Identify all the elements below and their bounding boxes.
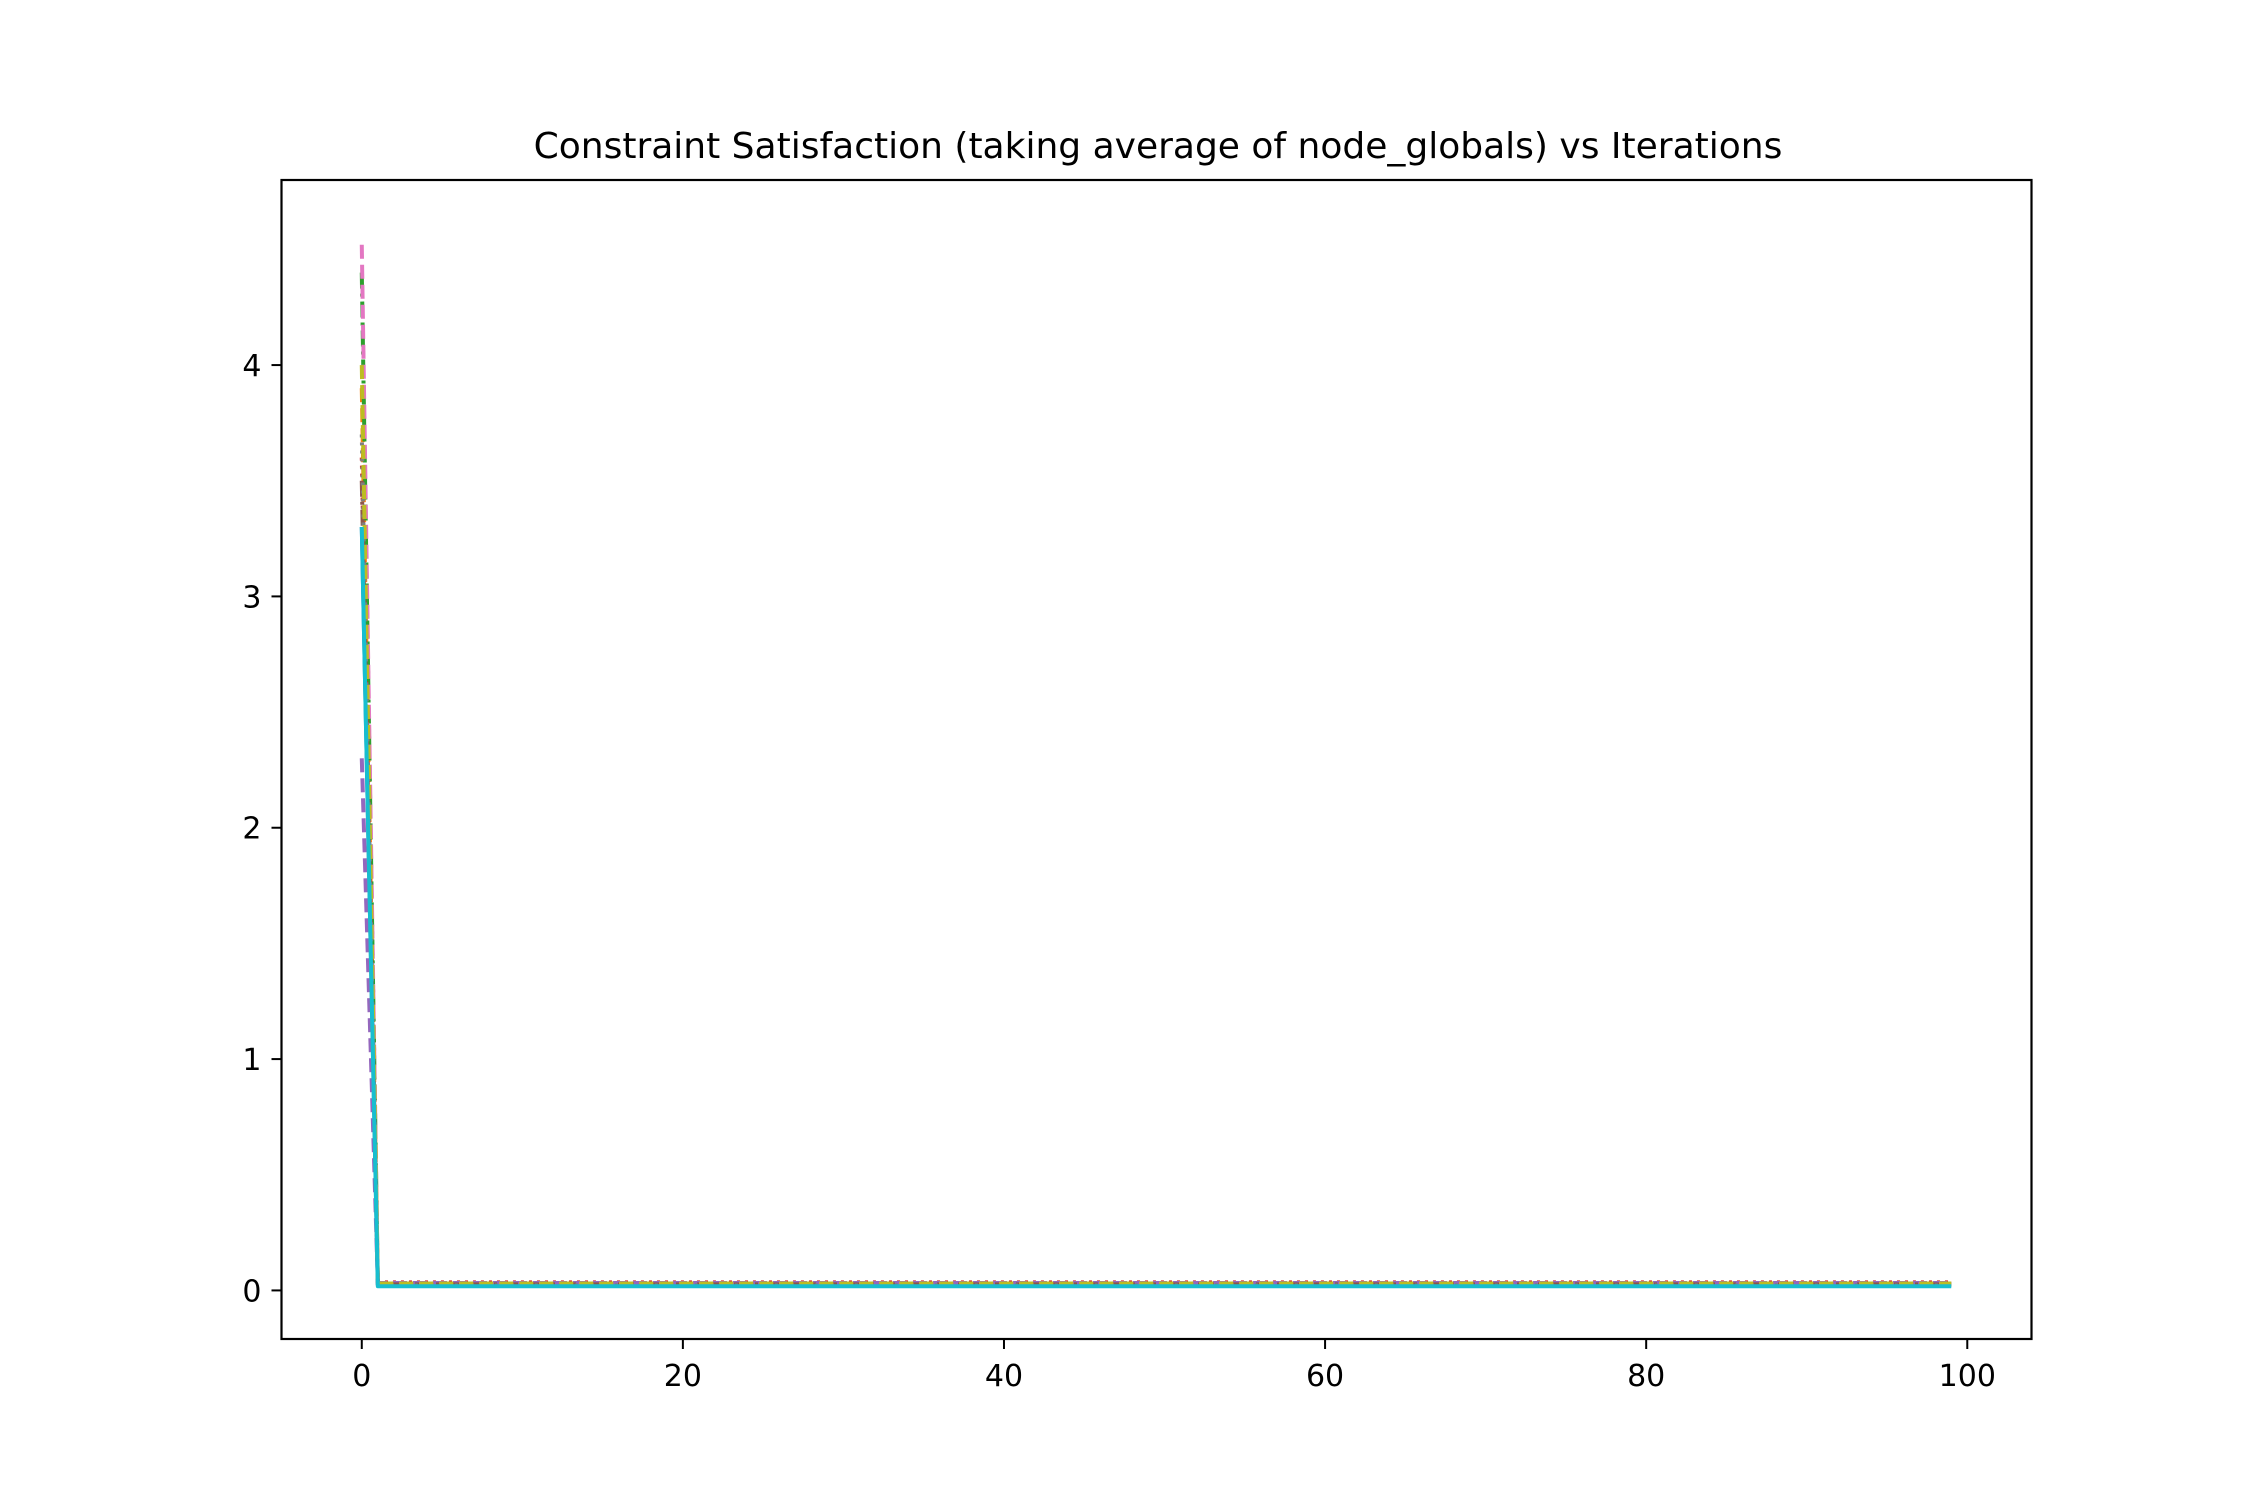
series-line-4	[359, 457, 1952, 1285]
y-tick-label: 4	[242, 349, 261, 384]
x-tick-label: 20	[664, 1359, 702, 1394]
x-tick-label: 60	[1306, 1359, 1344, 1394]
series-line-10	[359, 526, 1952, 1289]
series-line-5	[359, 758, 1952, 1286]
chart-title: Constraint Satisfaction (taking average …	[534, 126, 1783, 167]
series-line-1	[359, 526, 1952, 1287]
y-tick-label: 3	[242, 580, 261, 615]
series-line-6	[359, 480, 1952, 1287]
series-line-2	[359, 388, 1952, 1286]
y-tick-label: 2	[242, 812, 261, 847]
series-layer	[359, 244, 1952, 1289]
x-tick-label: 100	[1939, 1359, 1996, 1394]
series-line-3	[359, 272, 1952, 1286]
ticks-layer: 0 20 40 60 80 100 0 1 2 3 4	[242, 349, 1996, 1394]
series-line-7	[359, 244, 1952, 1286]
plot-frame	[280, 178, 2033, 1341]
y-tick-label: 1	[242, 1043, 261, 1078]
x-tick-label: 0	[352, 1359, 371, 1394]
series-line-9	[359, 365, 1952, 1286]
series-line-8	[359, 434, 1952, 1288]
x-tick-label: 80	[1627, 1359, 1665, 1394]
y-tick-label: 0	[242, 1274, 261, 1309]
x-tick-label: 40	[985, 1359, 1023, 1394]
